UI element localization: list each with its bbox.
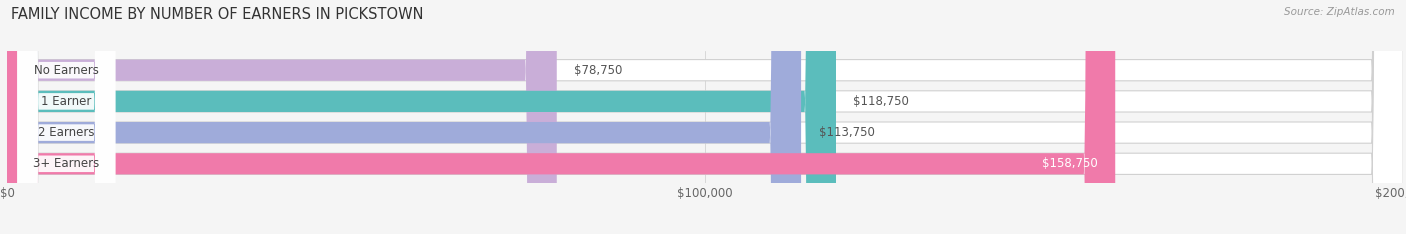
- FancyBboxPatch shape: [17, 0, 115, 234]
- Text: No Earners: No Earners: [34, 64, 98, 77]
- FancyBboxPatch shape: [7, 0, 1403, 234]
- Text: $113,750: $113,750: [818, 126, 875, 139]
- Text: 2 Earners: 2 Earners: [38, 126, 94, 139]
- Text: $158,750: $158,750: [1042, 157, 1098, 170]
- FancyBboxPatch shape: [7, 0, 837, 234]
- Text: 1 Earner: 1 Earner: [41, 95, 91, 108]
- FancyBboxPatch shape: [7, 0, 1403, 234]
- Text: $118,750: $118,750: [853, 95, 910, 108]
- FancyBboxPatch shape: [7, 0, 1403, 234]
- FancyBboxPatch shape: [17, 0, 115, 234]
- FancyBboxPatch shape: [7, 0, 801, 234]
- Text: FAMILY INCOME BY NUMBER OF EARNERS IN PICKSTOWN: FAMILY INCOME BY NUMBER OF EARNERS IN PI…: [11, 7, 423, 22]
- FancyBboxPatch shape: [17, 0, 115, 234]
- FancyBboxPatch shape: [17, 0, 115, 234]
- FancyBboxPatch shape: [7, 0, 1115, 234]
- Text: Source: ZipAtlas.com: Source: ZipAtlas.com: [1284, 7, 1395, 17]
- Text: $78,750: $78,750: [574, 64, 623, 77]
- Text: 3+ Earners: 3+ Earners: [34, 157, 100, 170]
- FancyBboxPatch shape: [7, 0, 1403, 234]
- FancyBboxPatch shape: [7, 0, 557, 234]
